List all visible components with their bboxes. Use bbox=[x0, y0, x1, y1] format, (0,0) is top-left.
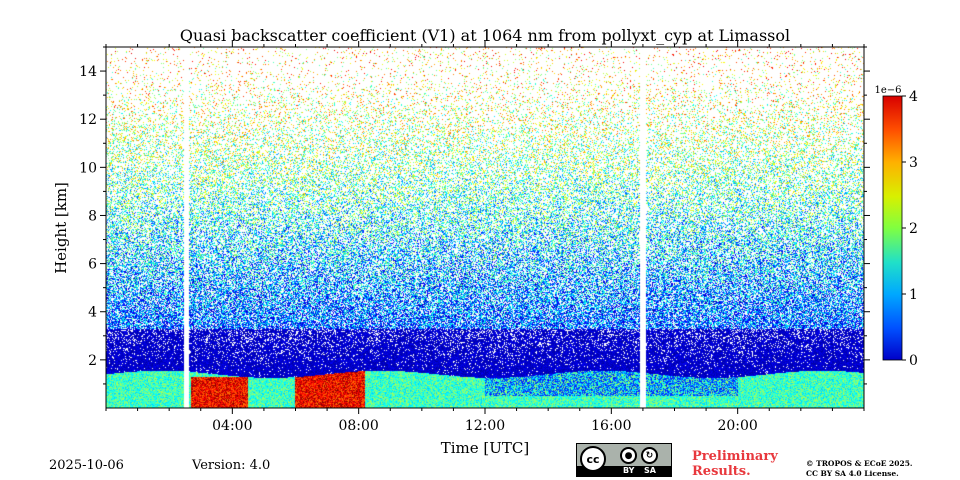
x-axis-label: Time [UTC] bbox=[441, 439, 530, 457]
copyright-line1: © TROPOS & ECoE 2025. bbox=[806, 459, 913, 468]
colorbar-gradient bbox=[882, 95, 903, 361]
by-label: BY bbox=[623, 466, 635, 475]
sa-label: SA bbox=[644, 466, 656, 475]
colorbar-tick-label: 1 bbox=[909, 287, 918, 303]
version-label: Version: 4.0 bbox=[192, 458, 271, 473]
x-tick-label: 20:00 bbox=[717, 418, 757, 434]
x-axis: 04:00 08:00 12:00 16:00 20:00 bbox=[105, 41, 865, 434]
date-label: 2025-10-06 bbox=[49, 458, 124, 473]
cc-icon: cc bbox=[580, 446, 606, 472]
colorbar-tick-label: 4 bbox=[909, 89, 918, 105]
by-person-icon: ● bbox=[620, 447, 637, 464]
y-tick-label: 6 bbox=[88, 257, 97, 273]
preliminary-line2: Results. bbox=[692, 464, 751, 479]
x-tick-label: 16:00 bbox=[591, 418, 631, 434]
copyright-notice: © TROPOS & ECoE 2025. CC BY SA 4.0 Licen… bbox=[806, 459, 913, 479]
plot-area bbox=[105, 46, 865, 409]
cc-license-badge[interactable]: cc ● ↻ BY SA bbox=[576, 443, 672, 477]
chart-title: Quasi backscatter coefficient (V1) at 10… bbox=[180, 26, 790, 45]
x-tick-label: 04:00 bbox=[212, 418, 252, 434]
y-tick-label: 8 bbox=[88, 208, 97, 224]
y-tick-label: 14 bbox=[79, 64, 97, 80]
colorbar-tick-label: 3 bbox=[909, 155, 918, 171]
preliminary-line1: Preliminary bbox=[692, 449, 778, 464]
colorbar-tick-label: 2 bbox=[909, 221, 918, 237]
heatmap-image bbox=[106, 47, 864, 408]
copyright-line2: CC BY SA 4.0 License. bbox=[806, 469, 899, 478]
x-tick-label: 08:00 bbox=[338, 418, 378, 434]
y-tick-label: 10 bbox=[79, 160, 97, 176]
x-tick-label: 12:00 bbox=[465, 418, 505, 434]
y-tick-label: 12 bbox=[79, 112, 97, 128]
y-axis-label: Height [km] bbox=[52, 182, 70, 274]
colorbar-scale-label: 1e−6 bbox=[874, 85, 901, 96]
preliminary-notice: Preliminary Results. bbox=[692, 449, 778, 479]
colorbar-ticks: 0 1 2 3 4 bbox=[902, 89, 918, 369]
share-alike-icon: ↻ bbox=[641, 447, 658, 464]
badge-strip bbox=[577, 466, 671, 476]
colorbar: 0 1 2 3 4 1e−6 bbox=[874, 85, 918, 369]
y-axis: 2 4 6 8 10 12 14 bbox=[79, 46, 870, 385]
y-tick-label: 4 bbox=[88, 305, 97, 321]
y-tick-label: 2 bbox=[88, 353, 97, 369]
colorbar-tick-label: 0 bbox=[909, 353, 918, 369]
